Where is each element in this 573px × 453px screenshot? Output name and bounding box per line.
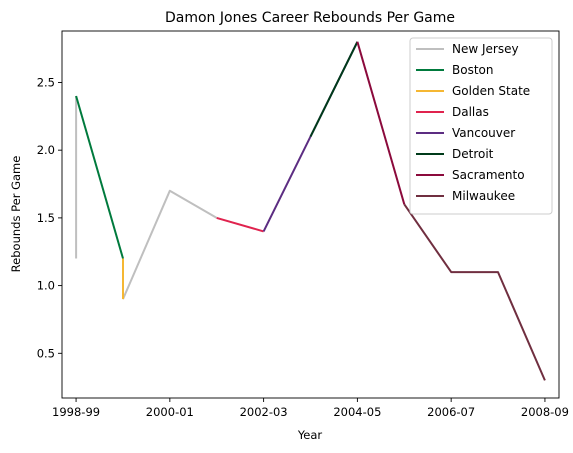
series-line-sacramento [356, 41, 406, 205]
legend-label: Boston [452, 63, 493, 77]
legend-label: New Jersey [452, 42, 519, 56]
legend: New Jersey Boston Golden State Dallas Vancou… [409, 37, 553, 215]
x-tick-label: 1998-99 [52, 405, 100, 419]
x-tick-label: 2006-07 [427, 405, 475, 419]
y-tick-label: 2.5 [37, 75, 55, 89]
series-line-new-jersey [122, 189, 218, 300]
series-line-milwaukee [403, 203, 546, 381]
y-axis-label: Rebounds Per Game [9, 156, 23, 273]
series-line-boston [75, 95, 124, 259]
y-tick-label: 2.0 [37, 143, 55, 157]
series-layer [75, 41, 546, 381]
axes-layer: 1998-99 2000-01 2002-03 2004-05 2006-07 2008-… [37, 30, 569, 419]
x-axis-label: Year [297, 428, 323, 442]
legend-label: Detroit [452, 147, 494, 161]
x-tick-label: 2000-01 [146, 405, 194, 419]
legend-label: Dallas [452, 105, 489, 119]
y-tick-label: 1.5 [37, 211, 55, 225]
plot-frame [61, 30, 560, 399]
x-tick-label: 2004-05 [333, 405, 381, 419]
series-line-detroit [309, 41, 359, 138]
legend-box [409, 37, 553, 215]
x-tick-label: 2002-03 [240, 405, 288, 419]
series-line-dallas [216, 216, 264, 233]
legend-label: Vancouver [452, 126, 515, 140]
y-tick-label: 0.5 [37, 346, 55, 360]
x-tick-label: 2008-09 [521, 405, 569, 419]
legend-label: Sacramento [452, 168, 525, 182]
legend-label: Golden State [452, 84, 530, 98]
legend-label: Milwaukee [452, 189, 515, 203]
chart-title: Damon Jones Career Rebounds Per Game [165, 10, 455, 26]
y-tick-label: 1.0 [37, 279, 55, 293]
